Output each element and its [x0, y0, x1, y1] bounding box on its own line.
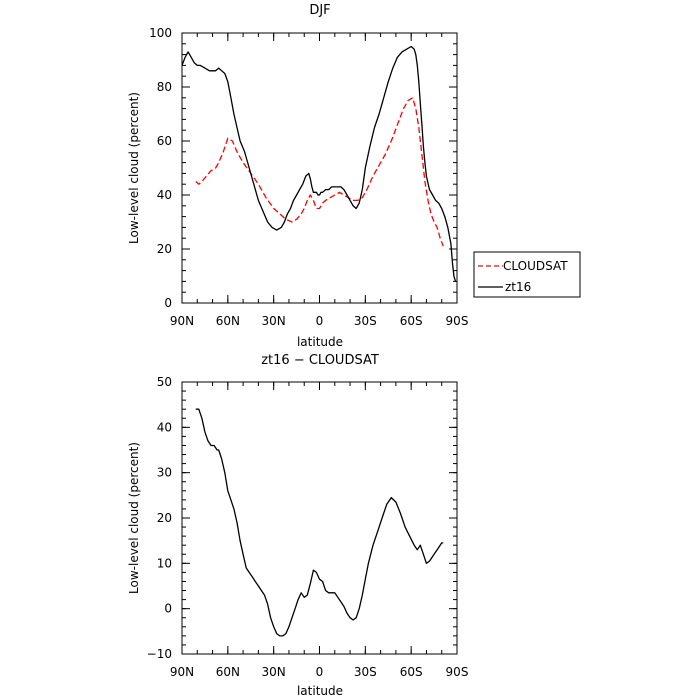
x-tick-label: 30S: [354, 665, 377, 679]
chart-difference: zt16 − CLOUDSAT 90N 60N 30N 0 30S 60S 90S −10 0 1…: [127, 353, 468, 698]
y-tick-label: 20: [157, 511, 172, 525]
y-tick-label: 20: [157, 242, 172, 256]
plot-frame: [181, 381, 458, 655]
y-tick-label: 10: [157, 556, 172, 570]
y-tick-label: 30: [157, 466, 172, 480]
x-tick-label: 90N: [170, 665, 194, 679]
x-tick-label: 30N: [262, 665, 286, 679]
x-tick-label: 0: [316, 314, 324, 328]
legend-label-cloudsat: CLOUDSAT: [503, 259, 568, 273]
x-axis-label: latitude: [297, 684, 343, 698]
y-tick-label: 50: [157, 375, 172, 389]
x-tick-label: 90N: [170, 314, 194, 328]
y-tick-label: 0: [164, 602, 172, 616]
y-tick-label: −10: [147, 647, 172, 661]
y-tick-label: 100: [149, 26, 172, 40]
y-tick-label: 40: [157, 188, 172, 202]
y-axis-label: Low-level cloud (percent): [127, 442, 141, 594]
chart-title: zt16 − CLOUDSAT: [261, 353, 379, 368]
y-tick-label: 40: [157, 420, 172, 434]
plot-lines: [195, 408, 444, 637]
series-line-cloudsat: [195, 97, 444, 247]
x-tick-label: 60S: [400, 314, 423, 328]
chart-djf: DJF 90N 60N 30N 0 30S 60S 90S 0 20 40 60 80 100 lati…: [127, 3, 468, 349]
axis-ticks: 90N 60N 30N 0 30S 60S 90S 0 20 40 60 80 100: [149, 26, 468, 328]
x-tick-label: 30S: [354, 314, 377, 328]
y-tick-label: 60: [157, 134, 172, 148]
y-tick-label: 0: [164, 296, 172, 310]
chart-title: DJF: [309, 3, 330, 18]
x-tick-label: 90S: [446, 314, 469, 328]
legend-box: [473, 251, 581, 298]
series-line-difference: [195, 408, 444, 637]
y-tick-label: 80: [157, 80, 172, 94]
legend-label-zt16: zt16: [505, 280, 531, 294]
x-tick-label: 90S: [446, 665, 469, 679]
x-tick-label: 60N: [216, 665, 240, 679]
x-tick-label: 60N: [216, 314, 240, 328]
x-tick-label: 60S: [400, 665, 423, 679]
y-axis-label: Low-level cloud (percent): [127, 92, 141, 244]
x-tick-label: 30N: [262, 314, 286, 328]
axis-ticks: 90N 60N 30N 0 30S 60S 90S −10 0 10 20 30 40 50: [147, 375, 469, 679]
series-line-zt16: [181, 45, 457, 282]
x-tick-label: 0: [316, 665, 324, 679]
legend: CLOUDSAT zt16: [473, 251, 581, 298]
x-axis-label: latitude: [297, 335, 343, 349]
plot-frame: [181, 32, 458, 304]
plot-lines: [181, 45, 457, 282]
